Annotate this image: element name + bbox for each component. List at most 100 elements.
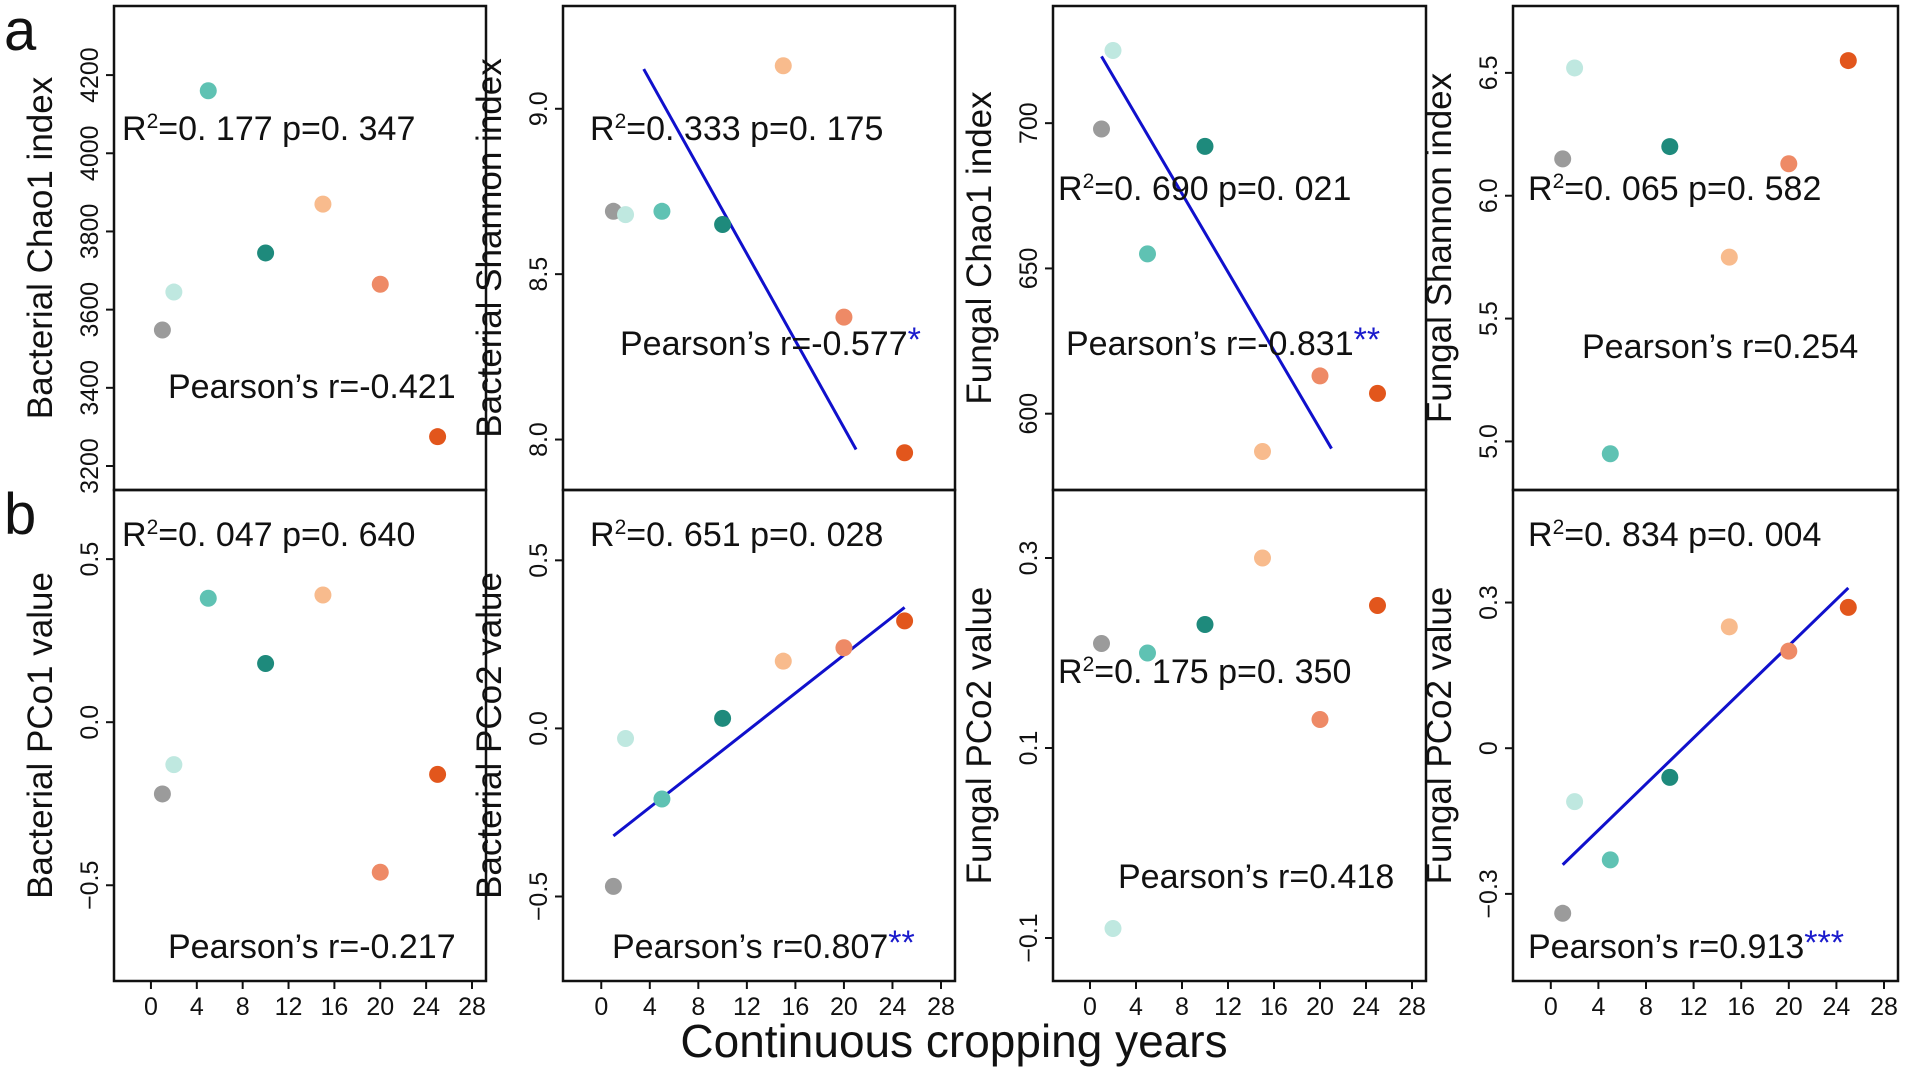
panel-7-fit-line (1561, 586, 1850, 866)
panel-0-point (153, 321, 171, 339)
panel-1-point (774, 57, 792, 75)
panel-5-xtick-label: 12 (733, 993, 761, 1021)
panel-5-ylabel: Bacterial PCo2 value (470, 572, 509, 899)
panel-6-r2-annotation: R2=0. 175 p=0. 350 (1058, 653, 1351, 691)
panel-7-point (1661, 768, 1679, 786)
panel-7-xtick-label: 0 (1544, 993, 1558, 1021)
panel-7-point (1566, 793, 1584, 811)
panel-label-b: b (4, 482, 37, 547)
panel-6-xtick-label: 8 (1175, 993, 1189, 1021)
panel-6-frame (1051, 488, 1428, 983)
panel-0-ylabel: Bacterial Chao1 index (21, 76, 60, 419)
panel-6-point (1196, 616, 1214, 633)
panel-3-point (1601, 445, 1619, 463)
panel-6-ytick-label: 0.3 (1015, 541, 1043, 576)
panel-0-ytick-label: 3800 (76, 204, 104, 260)
panel-5-point (653, 790, 671, 808)
panel-6-xtick-label: 0 (1083, 993, 1097, 1021)
panel-4-ylabel: Bacterial PCo1 value (21, 572, 60, 899)
panel-5-xtick-label: 24 (879, 993, 907, 1021)
panel-2-point (1369, 384, 1386, 402)
panel-4-point (199, 589, 217, 607)
panel-6-xtick-label: 4 (1129, 993, 1143, 1021)
panel-3-ylabel: Fungal Shannon index (1420, 72, 1459, 423)
panel-0-ytick-label: 4000 (76, 125, 104, 181)
panel-5-point (714, 709, 732, 727)
panel-1-point (617, 206, 635, 224)
panel-7-point (1601, 851, 1619, 869)
panel-6-xtick-label: 20 (1306, 993, 1334, 1021)
panel-6-point (1093, 635, 1110, 652)
panel-7-frame (1511, 488, 1900, 983)
panel-2-fit-line (1100, 55, 1333, 450)
panel-1-point (835, 308, 853, 326)
panel-label-a: a (4, 0, 37, 63)
panel-4-point (429, 765, 447, 783)
panel-4-point (371, 863, 389, 881)
panel-1-ylabel: Bacterial Shannon index (470, 58, 509, 438)
panel-6-xtick-label: 28 (1398, 993, 1426, 1021)
panel-0-point (257, 244, 275, 262)
panel-4-xtick-label: 16 (320, 993, 348, 1021)
panel-7-point (1554, 904, 1572, 922)
panel-6-point (1311, 711, 1329, 728)
panel-3-frame (1511, 4, 1900, 492)
panel-3-point (1661, 138, 1679, 156)
panel-5-point (617, 730, 635, 747)
panel-1-point (896, 444, 914, 462)
panel-1-ytick-label: 8.0 (525, 422, 553, 457)
panel-0-frame (112, 4, 488, 492)
panel-4-xtick-label: 8 (236, 993, 250, 1021)
panel-2-ytick-label: 700 (1015, 102, 1043, 144)
panel-3-pearson-annotation: Pearson’s r=0.254 (1582, 328, 1858, 366)
panel-5-frame (561, 488, 957, 983)
panel-7-r2-annotation: R2=0. 834 p=0. 004 (1528, 516, 1821, 554)
panel-0-ytick-label: 3200 (76, 438, 104, 494)
panel-4-ytick-label: −0.5 (76, 861, 104, 910)
panel-6-ytick-label: 0.1 (1015, 731, 1043, 766)
panel-4-ytick-label: 0.5 (76, 542, 104, 577)
panel-6-point (1104, 920, 1122, 937)
panel-3-ytick-label: 5.5 (1475, 301, 1503, 336)
panel-1-pearson-annotation: Pearson’s r=-0.577* (620, 321, 921, 363)
panel-0-ytick-label: 3600 (76, 282, 104, 338)
panel-0-ytick-label: 4200 (76, 47, 104, 103)
panel-4-xtick-label: 0 (144, 993, 158, 1021)
panel-3-ytick-label: 6.5 (1475, 55, 1503, 90)
panel-4-pearson-annotation: Pearson’s r=-0.217 (168, 928, 456, 966)
panel-1-frame (561, 4, 957, 492)
panel-6-xtick-label: 12 (1214, 993, 1242, 1021)
panel-2-point (1196, 137, 1214, 155)
panel-6-point (1139, 644, 1156, 662)
panel-6-point (1369, 597, 1386, 614)
panel-0-point (199, 82, 217, 100)
panel-2-ytick-label: 650 (1015, 248, 1043, 290)
panel-2-point (1139, 245, 1156, 263)
panel-3-point (1566, 59, 1584, 77)
panel-1-ytick-label: 9.0 (525, 91, 553, 126)
panel-0-pearson-annotation: Pearson’s r=-0.421 (168, 368, 456, 406)
panel-4-xtick-label: 4 (190, 993, 204, 1021)
panel-1-point (653, 202, 671, 220)
panel-4-xtick-label: 12 (275, 993, 303, 1021)
panel-4-point (153, 785, 171, 803)
panel-2-frame (1051, 4, 1428, 492)
panel-4-xtick-label: 28 (458, 993, 486, 1021)
panel-2-point (1254, 442, 1271, 460)
panel-5-xtick-label: 0 (594, 993, 608, 1021)
panel-4-ytick-label: 0.0 (76, 705, 104, 740)
panel-7-pearson-annotation: Pearson’s r=0.913*** (1528, 924, 1844, 966)
panel-7-point (1780, 642, 1798, 660)
panel-0-ytick-label: 3400 (76, 360, 104, 416)
panel-6-xtick-label: 16 (1260, 993, 1288, 1021)
panel-0-point (314, 195, 332, 213)
panel-3-ytick-label: 6.0 (1475, 178, 1503, 213)
panel-5-r2-annotation: R2=0. 651 p=0. 028 (590, 516, 883, 554)
panel-5-pearson-annotation: Pearson’s r=0.807** (612, 924, 915, 966)
panel-6-pearson-annotation: Pearson’s r=0.418 (1118, 858, 1394, 896)
panel-2-r2-annotation: R2=0. 690 p=0. 021 (1058, 170, 1351, 208)
panel-5-xtick-label: 28 (927, 993, 955, 1021)
panel-2-pearson-annotation: Pearson’s r=-0.831** (1066, 321, 1380, 363)
